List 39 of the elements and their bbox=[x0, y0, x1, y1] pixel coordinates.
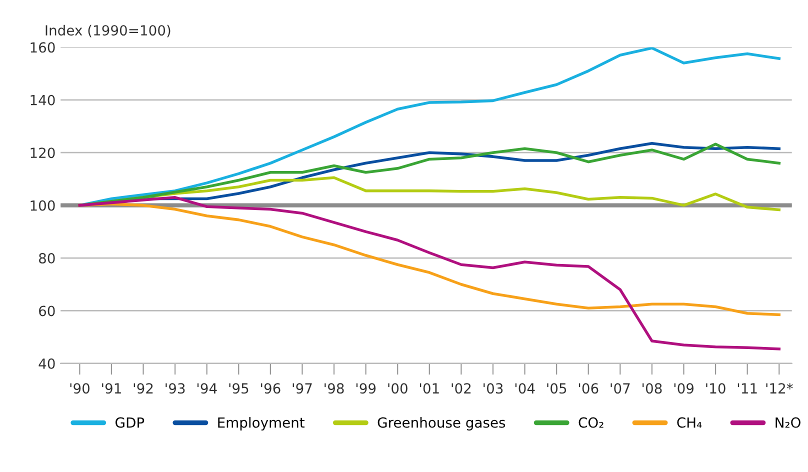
x-tick-label: '03 bbox=[484, 383, 503, 394]
x-tick-label: '08 bbox=[642, 383, 662, 394]
legend-label: CO₂ bbox=[578, 417, 604, 428]
x-tick-label: '02 bbox=[452, 383, 471, 394]
legend-label: CH₄ bbox=[677, 417, 702, 428]
legend-label: N₂O bbox=[776, 417, 800, 428]
x-tick-label: '92 bbox=[134, 383, 153, 394]
legend-label: GDP bbox=[116, 417, 144, 428]
legend-label: Greenhouse gases bbox=[378, 417, 506, 430]
y-tick-label: 60 bbox=[39, 306, 55, 316]
line-series bbox=[78, 47, 781, 207]
x-tick-label: '99 bbox=[356, 383, 376, 394]
x-tick-label: '01 bbox=[420, 383, 439, 394]
x-tick-label: '07 bbox=[610, 383, 630, 394]
x-tick-label: '91 bbox=[102, 383, 121, 394]
y-axis-title: Index (1990=100) bbox=[46, 24, 170, 38]
y-tick-label: 40 bbox=[38, 358, 55, 369]
x-tick-label: '97 bbox=[292, 383, 312, 394]
x-tick-label: '11 bbox=[738, 383, 757, 394]
x-tick-label: '05 bbox=[547, 383, 566, 394]
y-tick-label: 140 bbox=[30, 94, 55, 106]
x-tick-label: '04 bbox=[515, 383, 535, 394]
x-tick-label: '93 bbox=[166, 383, 185, 394]
y-tick-label: 120 bbox=[30, 148, 55, 158]
x-tick-label: '94 bbox=[197, 383, 217, 394]
x-tick-label: '09 bbox=[674, 383, 694, 394]
x-tick-label: '12* bbox=[766, 383, 793, 394]
y-tick-label: 80 bbox=[39, 252, 55, 264]
line-series bbox=[78, 196, 781, 350]
y-tick-label: 160 bbox=[30, 42, 55, 53]
x-tick-label: '98 bbox=[324, 383, 344, 394]
x-tick-label: '00 bbox=[388, 383, 408, 394]
x-tick-label: '95 bbox=[229, 383, 248, 394]
y-tick-label: 100 bbox=[30, 200, 55, 211]
x-tick-label: '90 bbox=[70, 383, 90, 394]
x-tick-label: '96 bbox=[261, 383, 280, 394]
x-tick-label: '06 bbox=[578, 383, 598, 394]
x-tick-label: '10 bbox=[706, 383, 726, 394]
legend-label: Employment bbox=[218, 417, 305, 430]
